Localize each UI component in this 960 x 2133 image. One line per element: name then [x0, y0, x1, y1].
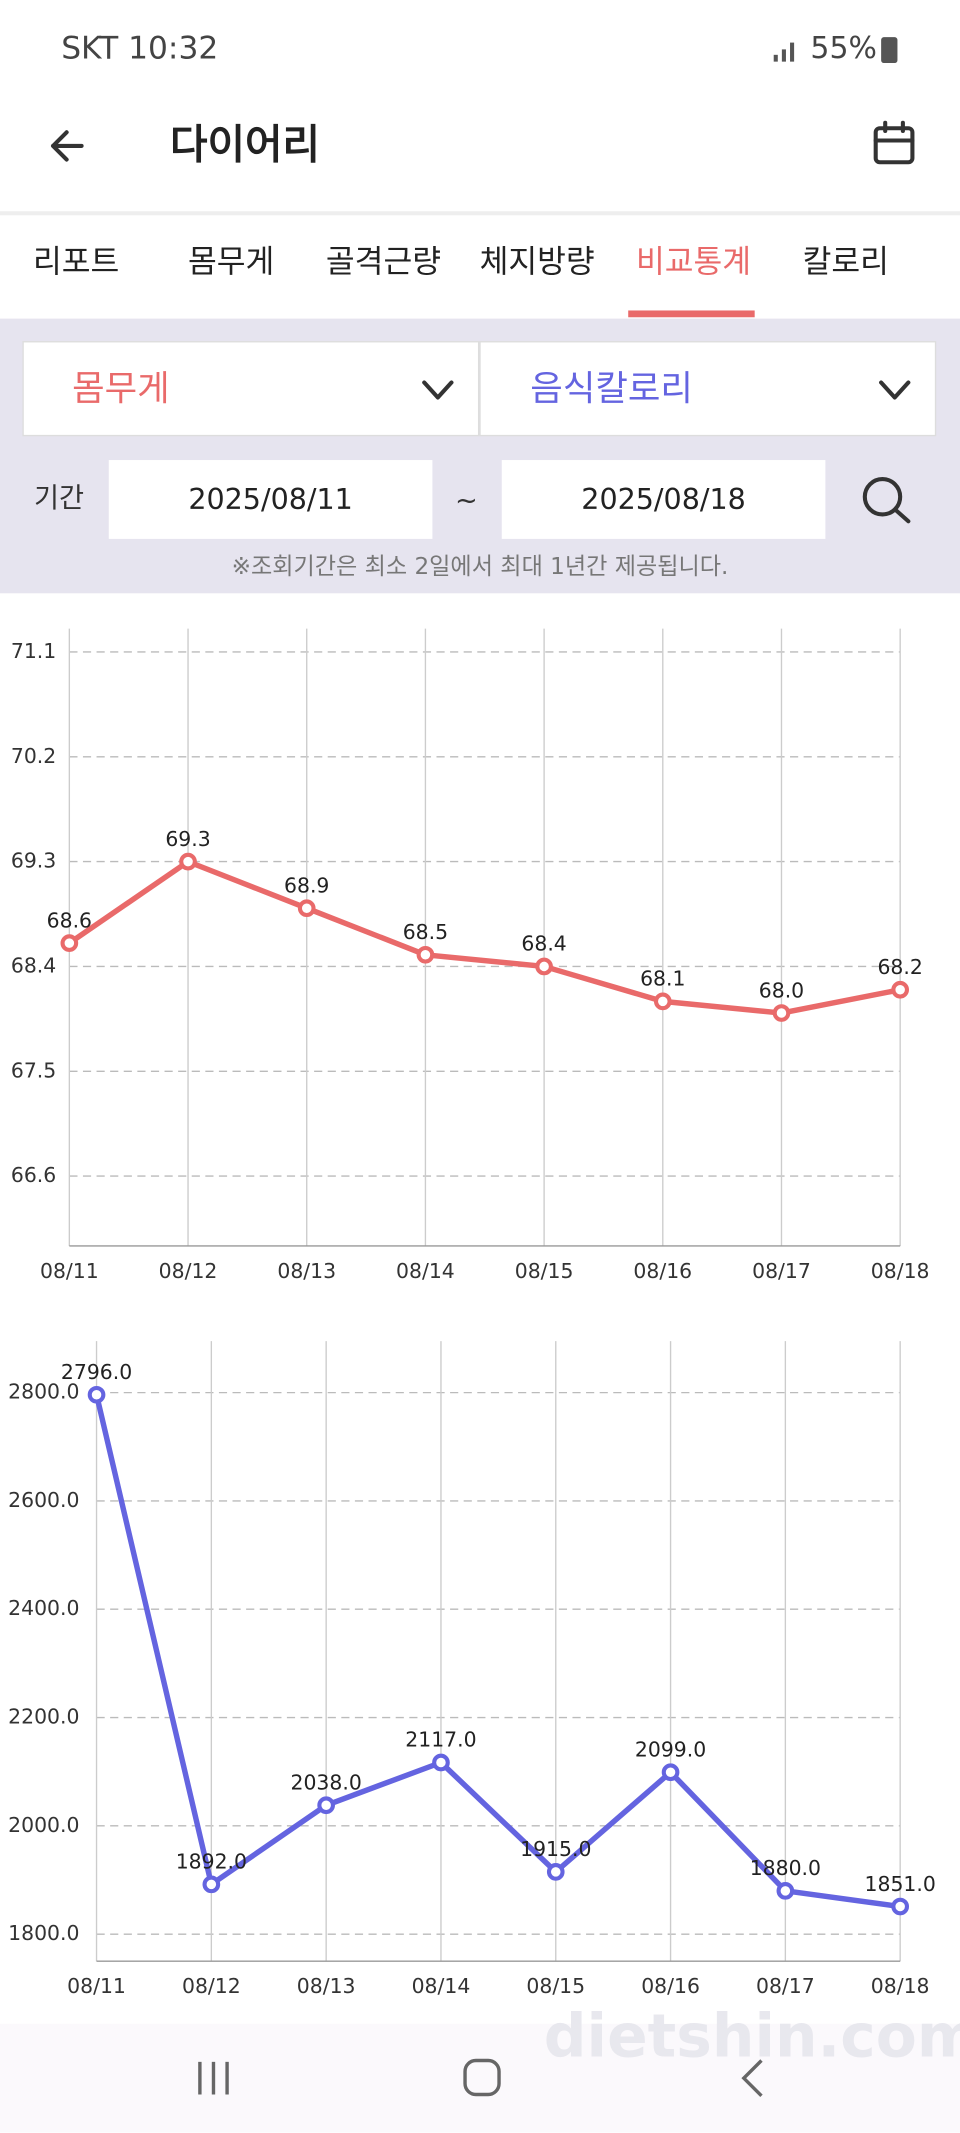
value-label: 1851.0	[865, 1872, 936, 1896]
x-tick-label: 08/12	[159, 1259, 218, 1283]
battery-icon	[881, 37, 898, 63]
battery: 55%	[810, 31, 876, 66]
back-button[interactable]	[50, 130, 84, 162]
x-tick-label: 08/11	[67, 1974, 126, 1998]
x-tick-label: 08/16	[633, 1259, 692, 1283]
point	[179, 852, 197, 871]
x-tick-label: 08/11	[40, 1259, 99, 1283]
x-tick-label: 08/12	[182, 1974, 241, 1998]
start-date: 2025/08/11	[188, 482, 353, 516]
x-tick-label: 08/17	[752, 1259, 811, 1283]
x-tick-label: 08/15	[515, 1259, 574, 1283]
y-tick-label: 69.3	[11, 849, 56, 873]
right-select[interactable]	[479, 341, 937, 437]
point	[772, 1004, 791, 1022]
y-tick-label: 2800.0	[8, 1380, 79, 1404]
x-tick-label: 08/14	[412, 1974, 471, 1998]
tab[interactable]: 칼로리	[803, 244, 889, 280]
point	[297, 899, 316, 918]
tab[interactable]: 몸무게	[188, 244, 274, 280]
y-tick-label: 2000.0	[8, 1813, 79, 1837]
left-select-text: 몸무게	[72, 369, 170, 410]
x-tick-label: 08/13	[297, 1974, 356, 1998]
value-label: 68.0	[759, 978, 804, 1002]
x-tick-label: 08/16	[641, 1974, 700, 1998]
point	[776, 1881, 795, 1900]
signal-icon	[773, 42, 795, 62]
point	[432, 1753, 450, 1772]
point	[317, 1796, 335, 1815]
left-select[interactable]	[22, 341, 480, 437]
calendar-button[interactable]	[873, 120, 915, 165]
y-tick-label: 2600.0	[8, 1488, 79, 1512]
right-select-text: 음식칼로리	[530, 369, 693, 410]
point	[546, 1863, 565, 1881]
value-label: 68.9	[284, 873, 329, 897]
nav-buttons[interactable]	[198, 2058, 763, 2098]
y-tick-label: 67.5	[11, 1058, 56, 1082]
value-label: 68.2	[877, 955, 922, 979]
nav-bar	[0, 2023, 960, 2133]
value-label: 68.5	[403, 920, 448, 944]
period-note: ※조회기간은 최소 2일에서 최대 1년간 제공됩니다.	[232, 554, 729, 580]
chevron	[422, 380, 454, 400]
start-date-input[interactable]	[108, 460, 433, 539]
header-title: 다이어리	[170, 120, 320, 168]
point	[202, 1875, 221, 1894]
end-date: 2025/08/18	[581, 482, 746, 516]
end-date-input[interactable]	[501, 460, 826, 539]
point	[661, 1763, 680, 1782]
x-tick-label: 08/18	[871, 1259, 930, 1283]
y-tick-label: 2400.0	[8, 1596, 79, 1620]
tab[interactable]: 비교통계	[636, 244, 751, 280]
chevron	[879, 380, 911, 400]
value-label: 2117.0	[405, 1728, 476, 1752]
x-tick-label: 08/18	[871, 1974, 930, 1998]
value-label: 68.4	[521, 932, 566, 956]
value-label: 2099.0	[635, 1737, 706, 1761]
watermark: dietshin.com	[544, 2002, 960, 2072]
x-tick-label: 08/13	[277, 1259, 336, 1283]
x-tick-label: 08/14	[396, 1259, 455, 1283]
value-label: 1892.0	[176, 1850, 247, 1874]
point	[87, 1385, 106, 1404]
value-label: 2038.0	[291, 1771, 362, 1795]
y-tick-label: 68.4	[11, 953, 56, 977]
period-label: 기간	[34, 483, 84, 514]
line	[67, 858, 901, 1016]
value-label: 2796.0	[61, 1360, 132, 1384]
y-tick-label: 1800.0	[8, 1921, 79, 1945]
point	[891, 1897, 910, 1916]
tab[interactable]: 리포트	[33, 244, 119, 280]
x-tick-label: 08/15	[526, 1974, 585, 1998]
point	[535, 957, 553, 976]
value-label: 1915.0	[520, 1837, 591, 1861]
y-tick-label: 71.1	[11, 639, 56, 663]
point	[891, 980, 910, 999]
value-label: 68.1	[640, 967, 685, 991]
y-tick-label: 2200.0	[8, 1705, 79, 1729]
x-tick-label: 08/17	[756, 1974, 815, 1998]
value-label: 69.3	[165, 827, 210, 851]
tab[interactable]: 골격근량	[326, 244, 441, 280]
date-separator: ~	[455, 486, 478, 517]
tab[interactable]: 체지방량	[480, 244, 595, 280]
header-divider	[0, 211, 960, 216]
search-button[interactable]	[862, 477, 911, 524]
point	[60, 934, 79, 952]
value-label: 1880.0	[750, 1856, 821, 1880]
line	[93, 1394, 901, 1910]
y-tick-label: 70.2	[11, 744, 56, 768]
point	[653, 992, 672, 1011]
active-tab-indicator	[628, 310, 755, 318]
status-time: SKT 10:32	[61, 30, 218, 66]
value-label: 68.6	[47, 908, 92, 932]
y-tick-label: 66.6	[11, 1163, 56, 1187]
point	[416, 945, 435, 964]
